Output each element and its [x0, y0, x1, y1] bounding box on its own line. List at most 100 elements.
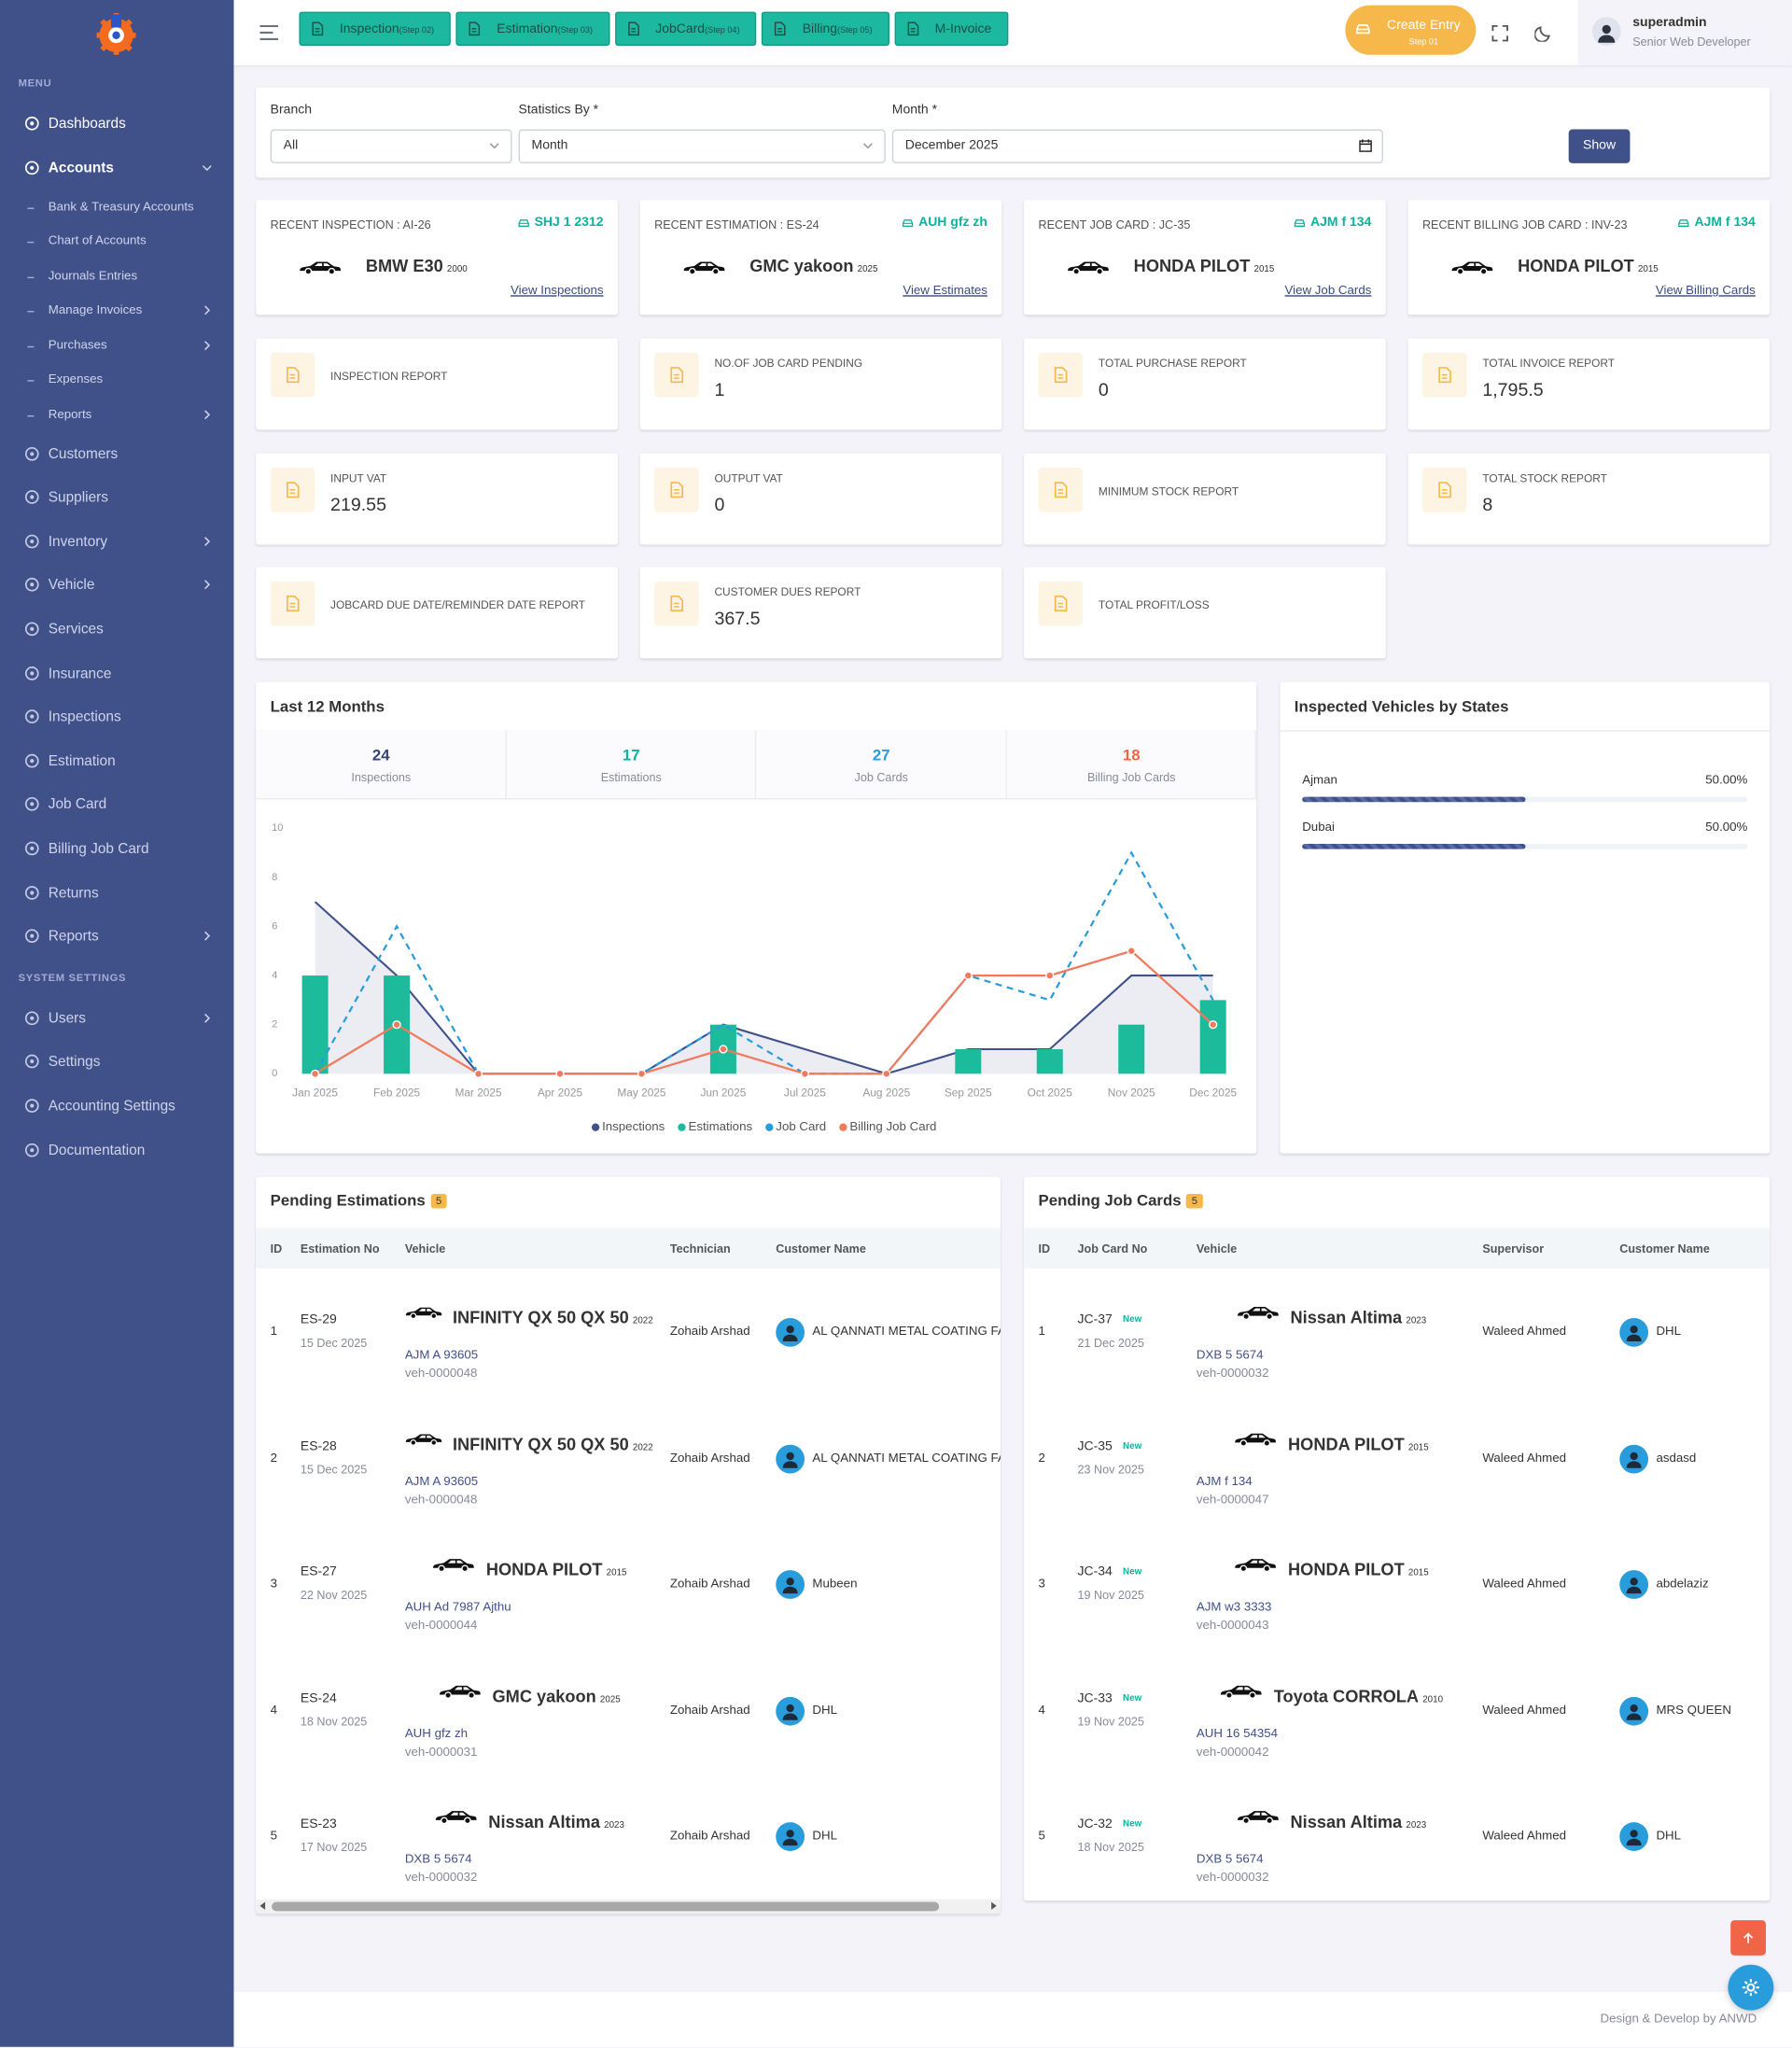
submenu-dash — [27, 380, 35, 382]
menu-item[interactable]: Estimation — [48, 753, 116, 769]
submenu-item[interactable]: Reports — [48, 407, 92, 422]
divider — [1280, 730, 1771, 732]
path-shape — [204, 305, 211, 316]
user-avatar — [1591, 17, 1621, 46]
menu-icon — [24, 578, 39, 593]
report-glyph — [287, 367, 300, 384]
submenu-item[interactable]: Bank & Treasury Accounts — [48, 199, 194, 214]
menu-item[interactable]: Services — [48, 622, 104, 638]
report-card[interactable]: TOTAL PURCHASE REPORT 0 — [1024, 338, 1386, 430]
menu-item[interactable]: Billing Job Card — [48, 841, 149, 858]
menu-item[interactable]: Users — [48, 1010, 86, 1027]
view-link[interactable]: View Job Cards — [1284, 283, 1372, 299]
user-menu[interactable]: superadmin Senior Web Developer — [1577, 0, 1792, 65]
nav-button[interactable]: Billing (Step 05) — [762, 11, 889, 46]
settings-fab[interactable] — [1728, 1964, 1774, 2011]
status-badge: New — [1123, 1315, 1142, 1325]
submenu-item[interactable]: Manage Invoices — [48, 302, 143, 318]
menu-item[interactable]: Documentation — [48, 1142, 146, 1158]
create-icon — [1355, 24, 1370, 35]
menu-chevron — [202, 164, 212, 171]
report-card[interactable]: TOTAL INVOICE REPORT 1,795.5 — [1407, 338, 1771, 430]
scroll-thumb[interactable] — [272, 1901, 940, 1912]
doc-number: JC-32 — [1077, 1817, 1113, 1831]
menu-item[interactable]: Reports — [48, 929, 99, 946]
report-card[interactable]: OUTPUT VAT 0 — [639, 453, 1002, 545]
path-shape — [448, 1560, 464, 1564]
menu-item[interactable]: Dashboards — [48, 116, 126, 133]
menu-item[interactable]: Accounting Settings — [48, 1098, 175, 1115]
vehicle: HONDA PILOT 2015 — [1197, 1430, 1465, 1453]
bar — [1118, 1024, 1145, 1074]
plate: AJM f 134 — [1294, 216, 1371, 230]
path-shape — [1252, 1308, 1268, 1312]
circle-shape — [1242, 1312, 1250, 1321]
menu-item[interactable]: Inspections — [48, 709, 121, 725]
scroll-top-button[interactable] — [1730, 1920, 1766, 1956]
view-link[interactable]: View Inspections — [510, 283, 604, 299]
circle-shape — [786, 1452, 794, 1460]
report-card[interactable]: TOTAL STOCK REPORT 8 — [1407, 453, 1771, 545]
path-shape — [1626, 1334, 1642, 1341]
summary-value: 24 — [371, 746, 390, 764]
select-box[interactable]: December 2025 — [891, 129, 1383, 163]
vehicle-title: Nissan Altima 2023 — [488, 1812, 624, 1831]
submenu-item[interactable]: Journals Entries — [48, 268, 138, 284]
vehicle: HONDA PILOT 2015 — [1134, 256, 1275, 275]
report-title: TOTAL STOCK REPORT — [1482, 471, 1607, 485]
column-header: Vehicle — [1196, 1241, 1238, 1255]
x-tick-label: Feb 2025 — [373, 1086, 421, 1099]
nav-button[interactable]: JobCard (Step 04) — [614, 11, 757, 46]
circle-shape — [468, 1690, 475, 1699]
nav-button[interactable]: Inspection (Step 02) — [299, 11, 452, 46]
menu-item[interactable]: Job Card — [48, 797, 107, 813]
menu-item[interactable]: Insurance — [48, 666, 112, 681]
report-card[interactable]: NO.OF JOB CARD PENDING 1 — [639, 338, 1002, 430]
menu-icon — [24, 1143, 39, 1157]
menu-item[interactable]: Settings — [48, 1054, 101, 1071]
submenu-item[interactable]: Expenses — [48, 372, 104, 387]
hamburger[interactable] — [259, 23, 279, 42]
marker — [555, 1069, 565, 1078]
vehicle-code: veh-0000044 — [404, 1618, 478, 1634]
theme-icon[interactable] — [1534, 23, 1553, 42]
x-tick-label: Apr 2025 — [538, 1086, 583, 1099]
show-button[interactable]: Show — [1568, 129, 1631, 163]
menu-item[interactable]: Returns — [48, 885, 99, 902]
view-link[interactable]: View Estimates — [903, 283, 987, 299]
menu-item[interactable]: Vehicle — [48, 578, 95, 594]
vehicle-plate: AJM w3 3333 — [1196, 1600, 1272, 1615]
select-box[interactable]: Month — [518, 129, 886, 163]
circle-shape — [24, 929, 39, 944]
menu-item[interactable]: Customers — [48, 446, 119, 462]
submenu-item[interactable]: Chart of Accounts — [48, 233, 147, 249]
nav-button[interactable]: Estimation (Step 03) — [455, 11, 610, 46]
select-box[interactable]: All — [270, 129, 512, 163]
menu-item[interactable]: Accounts — [48, 160, 114, 176]
report-card[interactable]: INSPECTION REPORT — [256, 338, 618, 430]
vehicle-code: veh-0000043 — [1196, 1618, 1269, 1634]
report-card[interactable]: CUSTOMER DUES REPORT 367.5 — [639, 567, 1002, 659]
menu-item[interactable]: Inventory — [48, 534, 108, 550]
report-card[interactable]: TOTAL PROFIT/LOSS — [1024, 567, 1386, 659]
nav-button[interactable]: M-Invoice — [894, 11, 1009, 46]
doc-no: ES-23 — [301, 1817, 337, 1831]
menu-chevron — [204, 409, 211, 419]
create-entry-button[interactable]: Create Entry Step 01 — [1345, 5, 1477, 55]
path-shape — [204, 536, 211, 546]
report-glyph — [670, 482, 684, 498]
report-card[interactable]: MINIMUM STOCK REPORT — [1024, 453, 1386, 545]
logo[interactable] — [92, 9, 139, 56]
vehicle-year: 2015 — [1407, 1442, 1429, 1452]
fullscreen-icon[interactable] — [1491, 24, 1508, 42]
menu-item[interactable]: Suppliers — [48, 490, 108, 506]
report-card[interactable]: INPUT VAT 219.55 — [256, 453, 618, 545]
staff-name: Zohaib Arshad — [669, 1324, 750, 1340]
submenu-item[interactable]: Purchases — [48, 337, 107, 353]
report-card[interactable]: JOBCARD DUE DATE/REMINDER DATE REPORT — [256, 567, 618, 659]
staff-name: Waleed Ahmed — [1482, 1829, 1566, 1844]
report-title: TOTAL INVOICE REPORT — [1482, 357, 1615, 371]
doc-date: 18 Nov 2025 — [1077, 1840, 1144, 1854]
view-link[interactable]: View Billing Cards — [1655, 283, 1756, 299]
doc-number: JC-34 — [1077, 1564, 1113, 1579]
